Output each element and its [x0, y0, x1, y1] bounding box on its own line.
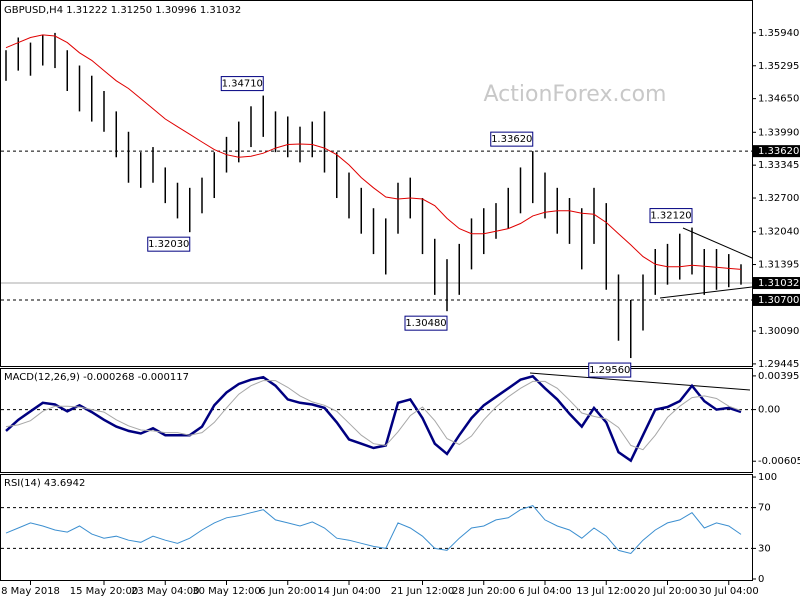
annotation-box	[220, 76, 264, 92]
level-label: 1.33620	[758, 146, 799, 157]
y-tick-label: 1.33345	[758, 160, 799, 171]
level-label-bg	[753, 293, 800, 306]
y-tick-label: 0.00	[758, 405, 780, 416]
moving-average	[5, 34, 742, 270]
x-tick-label: 20 Jul 20:00	[638, 586, 698, 597]
x-tick-label: 14 Jun 04:00	[317, 586, 381, 597]
x-tick-label: 13 Jul 12:00	[576, 586, 636, 597]
watermark: ActionForex.com	[484, 82, 667, 107]
x-tick-label: 15 May 20:00	[70, 586, 139, 597]
y-tick-label: 1.30090	[758, 326, 799, 337]
y-tick-label: 1.29445	[758, 359, 799, 370]
annotation-box	[147, 236, 191, 252]
y-tick-label: 30	[758, 543, 771, 554]
y-tick-label: 100	[758, 472, 777, 483]
macd-panel	[0, 368, 753, 473]
annotation-label: 1.34710	[222, 79, 263, 90]
rsi-line	[5, 505, 742, 555]
annotation-label: 1.32120	[650, 211, 691, 222]
level-label: 1.30700	[758, 295, 799, 306]
annotation-box	[404, 315, 448, 331]
level-label: 1.31032	[758, 278, 799, 289]
y-tick-label: 0	[758, 574, 764, 585]
annotation-label: 1.33620	[491, 134, 532, 145]
x-tick-label: 30 Jul 04:00	[699, 586, 759, 597]
x-tick-label: 28 Jun 20:00	[452, 586, 516, 597]
y-tick-label: -0.006055	[758, 456, 800, 467]
level-label-bg	[753, 145, 800, 158]
annotation-label: 1.30480	[405, 318, 446, 329]
price-panel	[0, 0, 753, 367]
y-tick-label: 70	[758, 503, 771, 514]
rsi-header: RSI(14) 43.6942	[4, 478, 85, 489]
price-header: GBPUSD,H4 1.31222 1.31250 1.30996 1.3103…	[4, 5, 241, 16]
trendline	[529, 372, 751, 391]
annotation-box	[490, 131, 534, 147]
trendline	[682, 227, 753, 259]
y-tick-label: 1.32040	[758, 227, 799, 238]
x-tick-label: 21 Jun 12:00	[391, 586, 455, 597]
x-tick-label: 23 May 04:00	[131, 586, 200, 597]
annotation-label: 1.32030	[148, 239, 189, 250]
y-tick-label: 1.33990	[758, 127, 799, 138]
y-tick-label: 1.32700	[758, 193, 799, 204]
macd-line	[5, 374, 742, 463]
x-tick-label: 6 Jul 04:00	[518, 586, 572, 597]
x-tick-label: 6 Jun 20:00	[259, 586, 316, 597]
y-tick-label: 1.31395	[758, 260, 799, 271]
annotation-box	[588, 362, 632, 378]
level-label-bg	[753, 277, 800, 290]
y-tick-label: 0.003951	[758, 371, 800, 382]
y-tick-label: 1.35940	[758, 28, 799, 39]
signal-line	[5, 380, 742, 451]
x-tick-label: 8 May 2018	[1, 586, 60, 597]
annotation-label: 1.29560	[589, 365, 630, 376]
macd-header: MACD(12,26,9) -0.000268 -0.000117	[4, 372, 189, 383]
y-tick-label: 1.35295	[758, 61, 799, 72]
rsi-panel	[0, 474, 753, 581]
x-tick-label: 30 May 12:00	[192, 586, 261, 597]
y-tick-label: 1.34650	[758, 94, 799, 105]
trendline	[659, 286, 753, 299]
annotation-box	[649, 208, 693, 224]
